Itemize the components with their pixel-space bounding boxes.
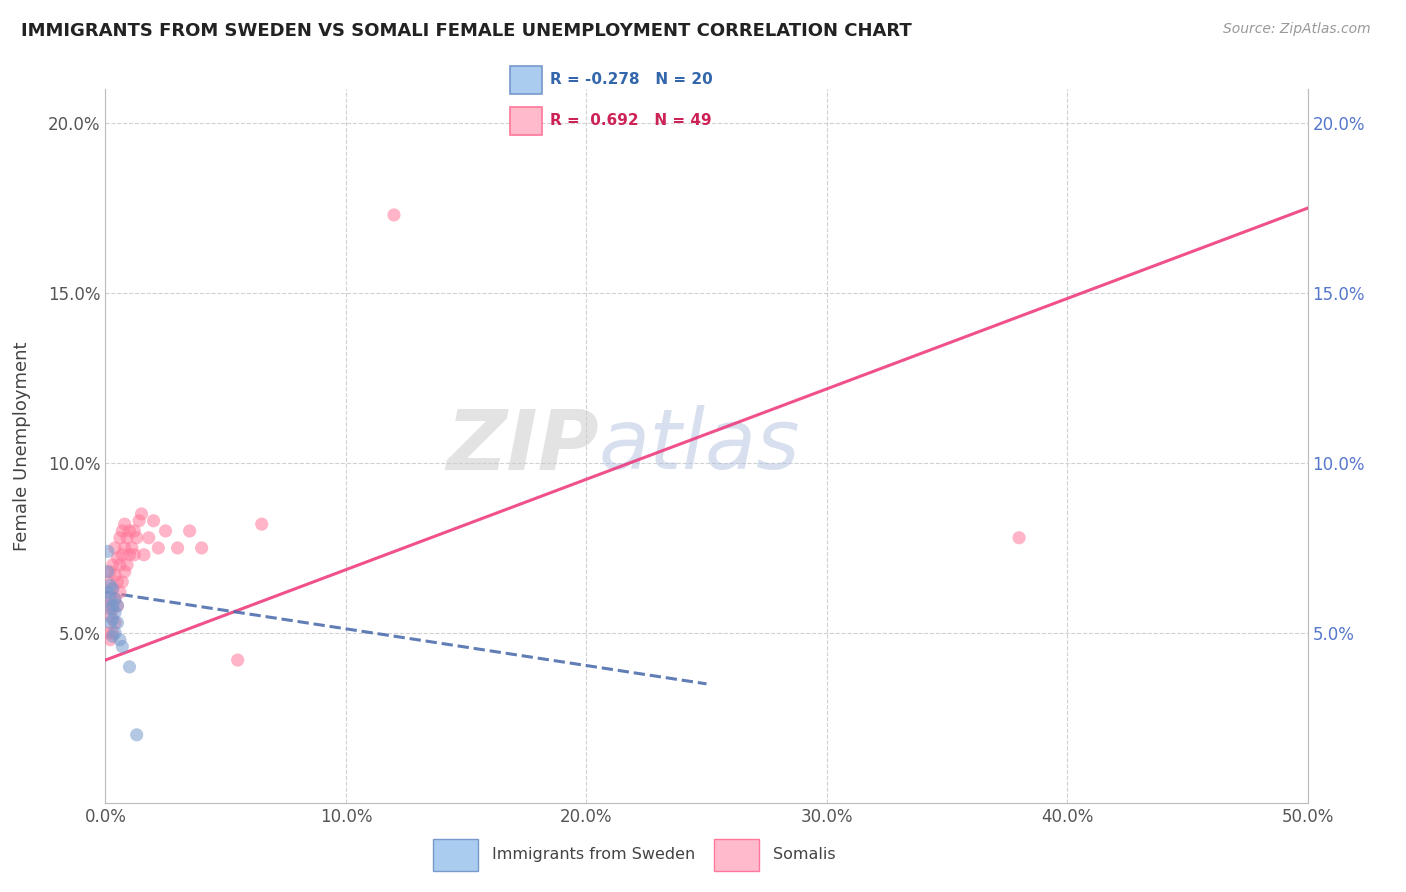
Point: [107, 599, 129, 613]
Point: [108, 558, 131, 572]
Point: [148, 541, 170, 555]
FancyBboxPatch shape: [510, 107, 541, 135]
Point: [155, 524, 177, 538]
FancyBboxPatch shape: [433, 839, 478, 871]
Text: Source: ZipAtlas.com: Source: ZipAtlas.com: [1223, 22, 1371, 37]
Point: [97, 599, 120, 613]
Point: [118, 548, 141, 562]
Point: [115, 558, 138, 572]
Point: [166, 541, 188, 555]
Y-axis label: Female Unemployment: Female Unemployment: [14, 342, 31, 550]
Point: [97, 626, 120, 640]
Point: [98, 565, 121, 579]
Point: [97, 544, 120, 558]
Point: [132, 548, 155, 562]
Point: [107, 599, 129, 613]
Text: Somalis: Somalis: [773, 847, 837, 862]
Point: [101, 626, 124, 640]
Point: [115, 531, 138, 545]
Text: ZIP: ZIP: [446, 406, 599, 486]
Point: [107, 551, 129, 566]
Point: [108, 531, 131, 545]
Point: [107, 615, 129, 630]
Point: [98, 608, 121, 623]
Point: [125, 728, 148, 742]
Point: [111, 548, 134, 562]
Point: [108, 632, 131, 647]
Point: [1008, 531, 1031, 545]
Point: [111, 524, 134, 538]
Point: [97, 574, 120, 589]
Point: [114, 565, 136, 579]
Point: [104, 615, 127, 630]
Point: [131, 507, 153, 521]
Point: [179, 524, 201, 538]
Point: [118, 660, 141, 674]
FancyBboxPatch shape: [510, 66, 541, 94]
Point: [382, 208, 405, 222]
Point: [124, 548, 146, 562]
Point: [111, 574, 134, 589]
Point: [114, 517, 136, 532]
Point: [98, 632, 121, 647]
Text: IMMIGRANTS FROM SWEDEN VS SOMALI FEMALE UNEMPLOYMENT CORRELATION CHART: IMMIGRANTS FROM SWEDEN VS SOMALI FEMALE …: [21, 22, 912, 40]
Point: [118, 524, 141, 538]
Point: [114, 541, 136, 555]
Point: [250, 517, 273, 532]
Text: R =  0.692   N = 49: R = 0.692 N = 49: [550, 113, 711, 128]
Point: [226, 653, 249, 667]
Point: [101, 582, 124, 596]
Point: [98, 591, 121, 606]
Point: [98, 615, 121, 630]
Point: [101, 602, 124, 616]
Point: [108, 585, 131, 599]
Point: [98, 591, 121, 606]
Point: [97, 585, 120, 599]
Text: Immigrants from Sweden: Immigrants from Sweden: [492, 847, 696, 862]
Point: [142, 514, 165, 528]
Point: [128, 514, 150, 528]
Point: [190, 541, 212, 555]
Point: [101, 629, 124, 643]
Point: [104, 591, 127, 606]
Point: [104, 541, 127, 555]
Point: [101, 599, 124, 613]
Point: [97, 565, 120, 579]
Point: [98, 602, 121, 616]
Point: [107, 574, 129, 589]
Text: R = -0.278   N = 20: R = -0.278 N = 20: [550, 72, 713, 87]
Point: [104, 568, 127, 582]
Point: [104, 606, 127, 620]
Point: [121, 541, 143, 555]
Point: [101, 582, 124, 596]
Point: [101, 558, 124, 572]
Point: [101, 612, 124, 626]
Point: [124, 524, 146, 538]
Text: atlas: atlas: [599, 406, 800, 486]
Point: [111, 640, 134, 654]
Point: [98, 578, 121, 592]
Point: [104, 591, 127, 606]
Point: [125, 531, 148, 545]
Point: [138, 531, 160, 545]
Point: [104, 626, 127, 640]
FancyBboxPatch shape: [714, 839, 759, 871]
